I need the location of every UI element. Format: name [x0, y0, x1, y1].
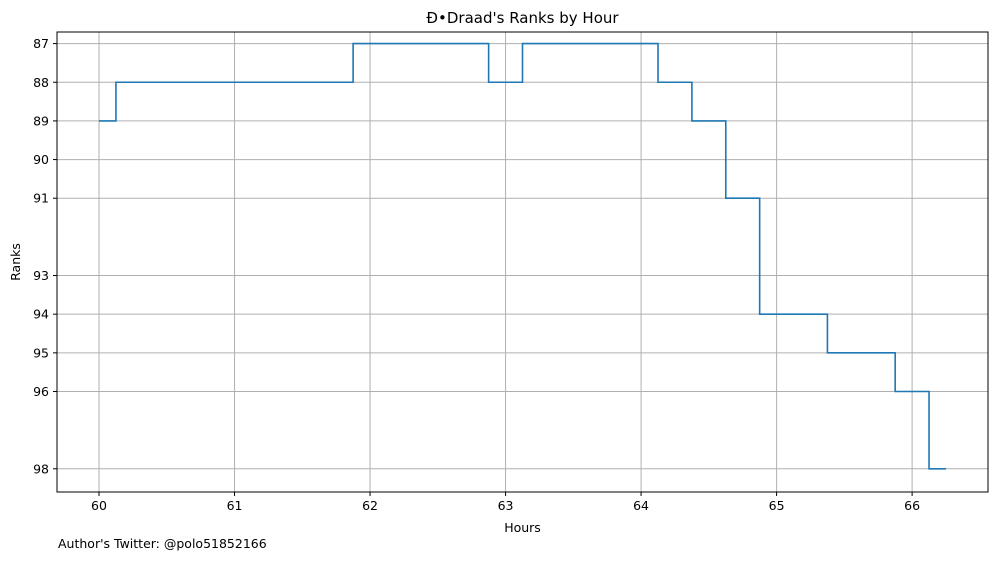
y-tick-label-87: 87 [33, 36, 49, 51]
x-tick-label-62: 62 [362, 498, 378, 513]
y-tick-label-91: 91 [33, 191, 49, 206]
author-footer: Author's Twitter: @polo51852166 [58, 536, 267, 551]
y-tick-label-88: 88 [33, 75, 49, 90]
x-tick-label-65: 65 [769, 498, 785, 513]
rank-step-line [99, 42, 946, 470]
y-tick-label-95: 95 [33, 345, 49, 360]
chart-title: Đ•Draad's Ranks by Hour [426, 9, 619, 27]
ticks: 60 61 62 63 64 65 66 87 88 89 90 91 93 94 95 96 98 [33, 36, 920, 513]
y-tick-label-98: 98 [33, 461, 49, 476]
y-axis-label: Ranks [8, 243, 23, 281]
x-axis-label: Hours [504, 520, 541, 535]
x-tick-label-66: 66 [904, 498, 920, 513]
y-tick-label-90: 90 [33, 152, 49, 167]
grid [57, 32, 988, 492]
y-tick-label-96: 96 [33, 384, 49, 399]
y-tick-label-94: 94 [33, 307, 49, 322]
x-tick-label-63: 63 [498, 498, 514, 513]
x-tick-label-61: 61 [227, 498, 243, 513]
x-tick-label-60: 60 [91, 498, 107, 513]
y-tick-label-93: 93 [33, 268, 49, 283]
series-layer [99, 42, 946, 470]
x-tick-label-64: 64 [633, 498, 649, 513]
plot-frame [56, 31, 989, 493]
y-tick-label-89: 89 [33, 113, 49, 128]
